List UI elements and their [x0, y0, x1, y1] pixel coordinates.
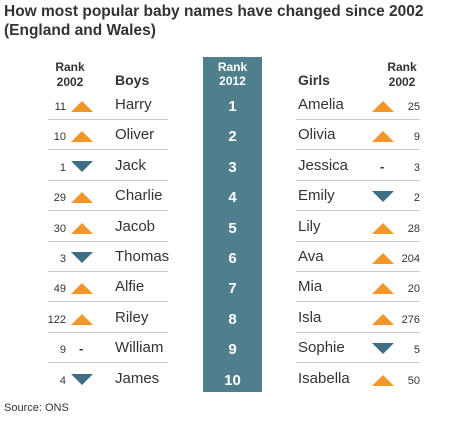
rank-2012-value: 7 [228, 280, 237, 298]
row-separator [48, 149, 168, 151]
row-separator [48, 271, 168, 272]
boy-up-arrow-icon [71, 192, 93, 204]
rank-2012-value: 8 [228, 310, 237, 328]
rank-2012-value: 4 [228, 189, 237, 207]
girls-rank-2002-header: Rank 2002 [387, 60, 417, 89]
boy-rank-2002: 1 [59, 161, 66, 174]
girl-name: Isabella [298, 369, 350, 387]
boy-name: Charlie [115, 187, 163, 205]
boy-name: Harry [115, 96, 152, 113]
girl-no-change-marker: - [380, 158, 385, 174]
rank-2012-header: Rank 2012 [217, 60, 248, 88]
boy-down-arrow-icon [71, 160, 93, 172]
boy-up-arrow-icon [71, 131, 93, 143]
girl-rank-2002: 204 [401, 253, 420, 265]
boy-name: Jacob [115, 217, 156, 235]
boy-name: Riley [115, 308, 149, 326]
girl-rank-2002: 5 [413, 344, 420, 357]
chart-title: How most popular baby names have changed… [4, 3, 424, 39]
girl-up-arrow-icon [372, 374, 394, 386]
row-separator [296, 119, 420, 120]
girl-rank-2002: 25 [407, 101, 420, 113]
rank-2012-value: 2 [228, 128, 237, 146]
girl-name: Amelia [298, 96, 344, 113]
rank-2012-value: 1 [228, 98, 237, 115]
girl-up-arrow-icon [372, 222, 394, 234]
girl-up-arrow-icon [372, 131, 394, 143]
boy-rank-2002: 29 [53, 192, 66, 205]
girl-rank-2002: 28 [407, 222, 420, 235]
girl-name: Isla [298, 308, 322, 326]
girl-name: Mia [298, 278, 323, 296]
boy-rank-2002: 3 [59, 253, 66, 265]
girl-name: Sophie [298, 339, 345, 357]
girl-rank-2002: 2 [413, 192, 420, 205]
boy-name: Thomas [115, 248, 170, 265]
girl-down-arrow-icon [372, 191, 394, 203]
girl-up-arrow-icon [372, 253, 394, 264]
rank-2012-value: 3 [228, 158, 237, 176]
girl-name: Jessica [298, 156, 349, 174]
row-separator [296, 240, 420, 242]
girl-name: Olivia [298, 126, 336, 144]
girl-rank-2002: 276 [401, 313, 420, 326]
boy-rank-2002: 9 [59, 344, 66, 357]
source-note: Source: ONS [4, 402, 69, 414]
row-separator [296, 301, 420, 303]
row-separator [48, 240, 168, 242]
girls-header: Girls [298, 72, 330, 88]
boy-rank-2002: 11 [54, 101, 66, 113]
row-separator [296, 271, 420, 272]
boy-no-change-marker: - [79, 341, 84, 357]
row-separator [296, 149, 420, 151]
boy-name: William [115, 339, 164, 357]
girl-down-arrow-icon [372, 343, 394, 355]
girl-rank-2002: 50 [407, 374, 420, 387]
girl-name: Lily [298, 217, 321, 235]
row-separator [48, 362, 168, 364]
girl-up-arrow-icon [372, 101, 394, 112]
rank-2012-value: 9 [228, 341, 237, 359]
boys-rank-2002-header: Rank 2002 [55, 60, 85, 89]
girl-rank-2002: 3 [413, 161, 420, 174]
row-separator [48, 210, 168, 212]
boy-name: Oliver [115, 126, 155, 144]
boy-name: Jack [115, 156, 146, 174]
rank-2012-value: 6 [228, 250, 237, 267]
boy-down-arrow-icon [71, 252, 93, 263]
rank-2012-value: 5 [228, 219, 237, 237]
row-separator [296, 210, 420, 212]
row-separator [296, 331, 420, 333]
boy-rank-2002: 122 [47, 313, 66, 326]
row-separator [296, 362, 420, 364]
boy-up-arrow-icon [71, 283, 93, 295]
row-separator [48, 179, 168, 181]
girl-name: Emily [298, 187, 335, 205]
girl-up-arrow-icon [372, 313, 394, 325]
boy-rank-2002: 4 [59, 374, 66, 387]
girl-name: Ava [298, 248, 324, 265]
boy-up-arrow-icon [71, 313, 93, 325]
boy-name: Alfie [115, 278, 145, 296]
boy-rank-2002: 10 [53, 131, 66, 144]
boy-up-arrow-icon [71, 222, 93, 234]
row-separator [48, 119, 168, 120]
boy-rank-2002: 30 [53, 222, 66, 235]
rank-2012-column [203, 57, 262, 392]
boy-name: James [115, 369, 160, 387]
boy-up-arrow-icon [71, 101, 93, 112]
boys-header: Boys [115, 72, 150, 88]
rank-2012-value: 10 [224, 371, 241, 389]
row-separator [48, 331, 168, 333]
row-separator [296, 179, 420, 181]
girl-up-arrow-icon [372, 283, 394, 295]
boy-rank-2002: 49 [53, 283, 66, 296]
row-separator [48, 301, 168, 303]
girl-rank-2002: 9 [413, 131, 420, 144]
boy-down-arrow-icon [71, 373, 93, 385]
girl-rank-2002: 20 [407, 283, 420, 296]
